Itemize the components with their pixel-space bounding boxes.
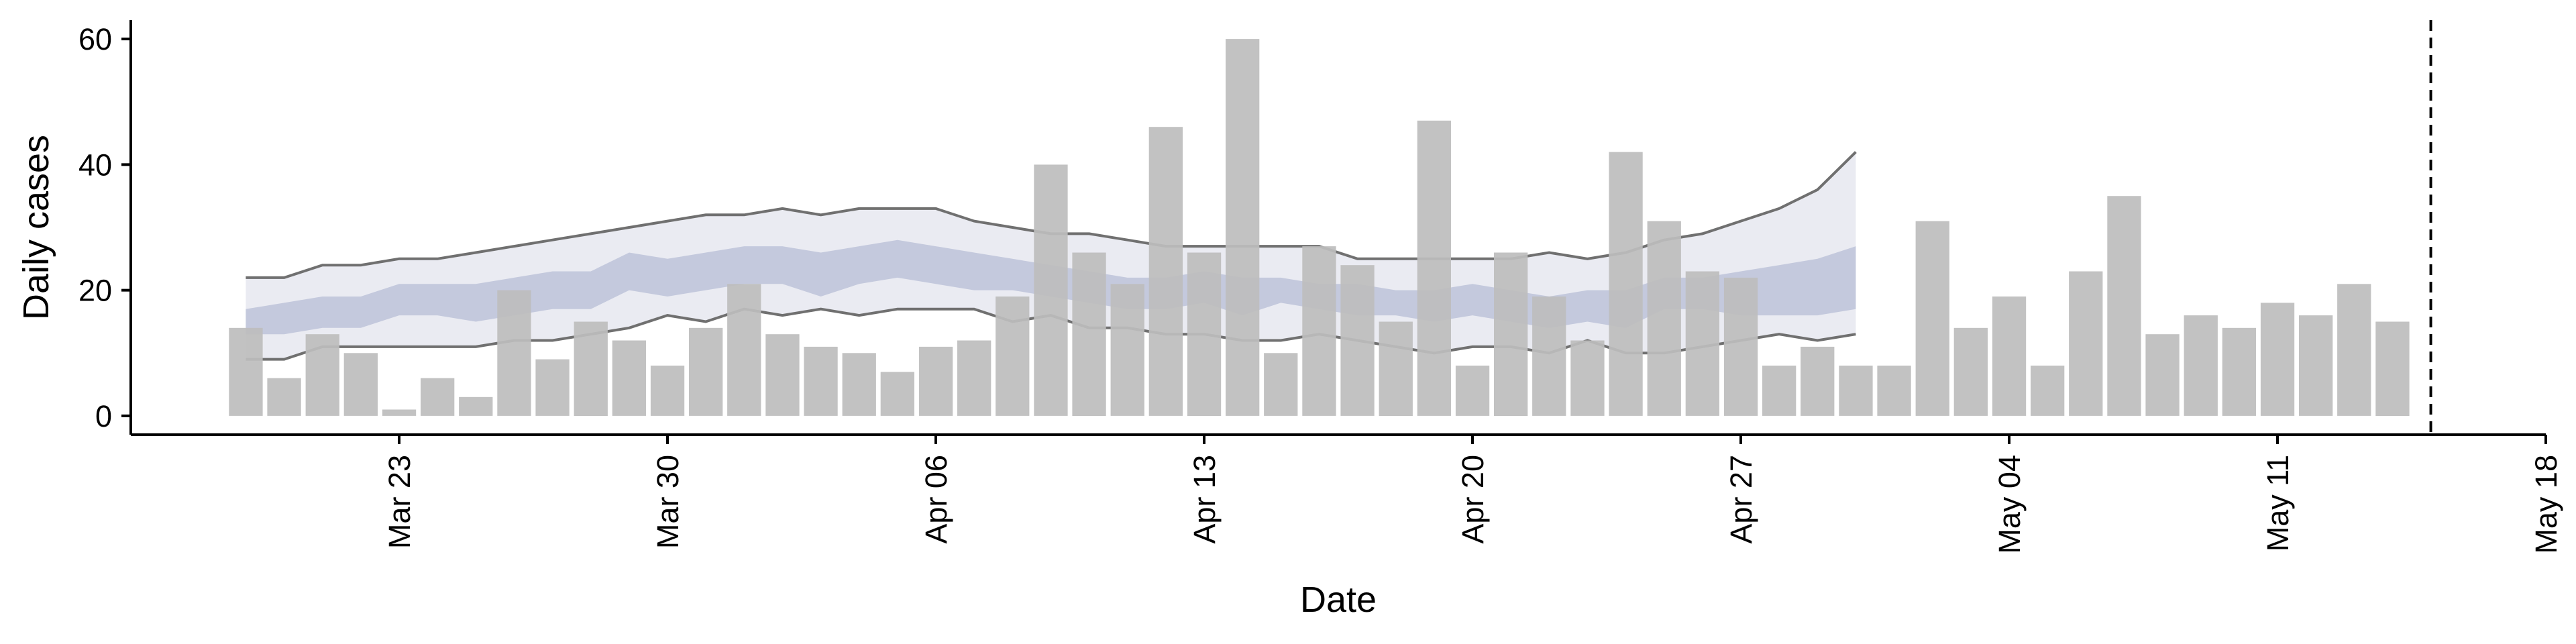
bar	[1762, 366, 1796, 416]
bar	[957, 340, 991, 416]
x-tick-label: May 11	[2261, 455, 2295, 551]
bar	[2337, 284, 2371, 416]
bar	[996, 297, 1030, 416]
bar	[2375, 321, 2410, 416]
bar	[1685, 271, 1719, 416]
bar	[804, 346, 838, 416]
bar	[1110, 284, 1144, 416]
bar	[842, 353, 876, 416]
bar	[305, 334, 339, 416]
bar	[1723, 277, 1758, 416]
bar	[918, 346, 953, 416]
x-tick-label: Apr 20	[1456, 455, 1490, 544]
bar	[1340, 265, 1375, 416]
bar	[2222, 327, 2256, 416]
bar	[574, 321, 608, 416]
y-tick-label: 60	[78, 22, 112, 56]
x-tick-label: Apr 27	[1724, 455, 1758, 544]
bars-group	[229, 39, 2410, 416]
bar	[2145, 334, 2180, 416]
bar	[497, 290, 531, 416]
bar	[1877, 366, 1911, 416]
bar	[1379, 321, 1413, 416]
bar	[612, 340, 646, 416]
bar	[2107, 196, 2141, 416]
bar	[1417, 120, 1451, 416]
bar	[2299, 315, 2333, 416]
bar	[1647, 221, 1681, 416]
bar	[421, 378, 455, 416]
x-tick-label: Mar 23	[382, 455, 417, 549]
y-tick-label: 0	[95, 399, 112, 433]
bar	[343, 353, 378, 416]
bar	[1494, 252, 1528, 416]
x-tick-label: Mar 30	[651, 455, 685, 549]
bar	[727, 284, 761, 416]
x-axis-title: Date	[1300, 580, 1377, 620]
axes: 0 20 40 60 Mar 23 Mar 30 Apr 06 Apr 13 Apr 20 Apr…	[78, 20, 2563, 554]
bar	[1187, 252, 1222, 416]
bar	[689, 327, 723, 416]
y-tick-label: 40	[78, 148, 112, 182]
bar	[267, 378, 301, 416]
bar	[2184, 315, 2218, 416]
bar	[1609, 152, 1643, 416]
bar	[1455, 366, 1490, 416]
bar	[650, 366, 685, 416]
y-tick-label: 20	[78, 274, 112, 308]
bar	[535, 359, 570, 416]
bar	[1264, 353, 1298, 416]
bar	[765, 334, 800, 416]
bar	[880, 372, 914, 416]
bar	[2260, 303, 2295, 416]
bar	[1034, 164, 1068, 416]
bar	[1839, 366, 1873, 416]
bar	[1801, 346, 1835, 416]
bar	[1148, 127, 1183, 416]
bar	[1992, 297, 2027, 416]
bar	[1302, 246, 1336, 416]
x-tick-label: May 04	[1992, 455, 2027, 554]
bar	[1226, 39, 1260, 416]
x-tick-label: May 18	[2529, 455, 2563, 554]
x-tick-label: Apr 13	[1187, 455, 1222, 544]
bar	[2069, 271, 2103, 416]
bar	[1532, 297, 1566, 416]
bar	[1953, 327, 1988, 416]
bar	[459, 396, 493, 416]
bar	[1072, 252, 1106, 416]
bar	[229, 327, 263, 416]
x-tick-label: Apr 06	[919, 455, 953, 544]
bar	[1570, 340, 1605, 416]
bar	[1915, 221, 1949, 416]
bar	[382, 409, 417, 416]
y-axis-title: Daily cases	[16, 135, 56, 320]
bar	[2031, 366, 2065, 416]
